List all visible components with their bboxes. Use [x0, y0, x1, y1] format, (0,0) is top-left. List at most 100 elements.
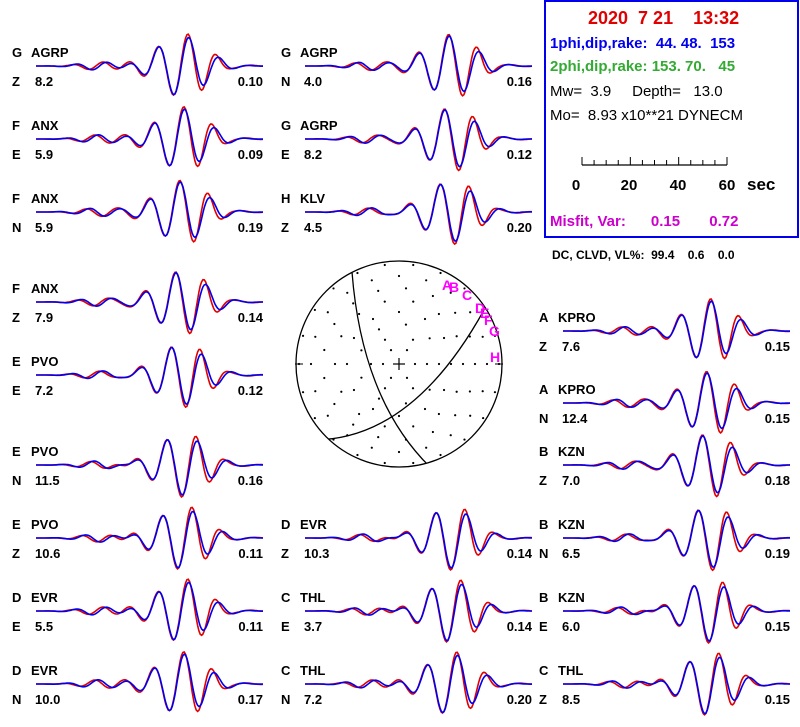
trace-station-name: KZN [558, 590, 585, 605]
focal-grid-dot [369, 362, 373, 366]
synthetic-waveform [305, 34, 533, 93]
observed-waveform [36, 33, 263, 97]
focal-grid-dot [352, 388, 356, 392]
trace-station-name: AGRP [31, 45, 69, 60]
observed-waveform [36, 105, 264, 168]
trace-amplitude: 0.12 [238, 383, 263, 398]
date-time: 2020 7 21 13:32 [588, 8, 739, 28]
focal-grid-dot [412, 461, 415, 465]
focal-grid-dot [383, 461, 386, 465]
focal-grid-dot [377, 397, 381, 400]
focal-grid-dot [412, 300, 415, 303]
trace-station-name: EVR [31, 590, 58, 605]
synthetic-waveform [563, 300, 790, 359]
trace-station-name: PVO [31, 444, 58, 459]
trace-distance: 6.5 [562, 546, 580, 561]
focal-grid-dot [323, 348, 326, 352]
focal-grid-dot [397, 310, 401, 314]
trace-component: E [539, 619, 548, 634]
focal-grid-dot [326, 311, 329, 314]
trace-component: Z [539, 473, 547, 488]
focal-grid-dot [449, 291, 452, 294]
trace-amplitude: 0.14 [507, 546, 533, 561]
trace-component: E [281, 147, 290, 162]
trace-klv-z: H KLV Z 4.5 0.20 [281, 183, 532, 246]
trace-distance: 7.2 [35, 383, 53, 398]
focal-grid-dot [493, 334, 497, 337]
focal-grid-dot [404, 402, 408, 405]
trace-distance: 6.0 [562, 619, 580, 634]
focal-grid-dot [431, 430, 434, 434]
synthetic-waveform [36, 108, 263, 167]
synthetic-waveform [305, 654, 532, 714]
focal-grid-dot [473, 362, 477, 366]
focal-grid-dot [423, 407, 427, 411]
trace-amplitude: 0.15 [765, 339, 790, 354]
focal-grid-dot [461, 362, 465, 366]
focal-grid-dot [485, 362, 489, 366]
trace-group-letter: D [12, 663, 21, 678]
focal-grid-dot [333, 322, 336, 326]
trace-distance: 5.5 [35, 619, 53, 634]
focal-grid-dot [371, 317, 375, 321]
focal-grid-dot [383, 338, 387, 341]
focal-grid-dot [412, 263, 415, 267]
trace-amplitude: 0.16 [238, 473, 263, 488]
focal-station-c: C [462, 287, 472, 303]
observed-waveform [563, 652, 791, 716]
trace-amplitude: 0.15 [765, 411, 790, 426]
focal-grid-dot [411, 338, 415, 341]
focal-grid-dot [449, 362, 453, 366]
focal-grid-dot [383, 263, 386, 267]
trace-component: N [281, 692, 290, 707]
focal-grid-dot [313, 416, 316, 420]
dc-clvd-percent: DC, CLVD, VL%: 99.4 0.6 0.0 [552, 248, 735, 262]
focal-grid-dot [360, 349, 363, 352]
focal-grid-dot [301, 334, 305, 337]
trace-distance: 11.5 [35, 473, 60, 488]
focal-grid-dot [360, 376, 363, 379]
trace-distance: 10.0 [35, 692, 60, 707]
trace-component: N [281, 74, 290, 89]
focal-grid-dot [381, 362, 385, 366]
trace-evr-e: D EVR E 5.5 0.11 [12, 578, 263, 642]
nodal-plane-2 [312, 309, 485, 441]
trace-distance: 4.5 [304, 220, 322, 235]
focal-grid-dot [333, 362, 337, 366]
trace-group-letter: F [12, 118, 20, 133]
focal-grid-dot [370, 446, 373, 449]
focal-grid-dot [425, 362, 429, 366]
observed-waveform [305, 579, 533, 644]
focal-grid-dot [439, 453, 442, 457]
focal-grid-dot [463, 287, 466, 290]
focal-grid-dot [340, 335, 343, 338]
focal-grid-dot [437, 362, 441, 366]
trace-evr-n: D EVR N 10.0 0.17 [12, 651, 264, 713]
focal-grid-dot [439, 271, 442, 275]
scale-unit: sec [747, 175, 775, 194]
focal-grid-dot [389, 376, 393, 379]
focal-grid-dot [389, 349, 393, 352]
focal-grid-dot [357, 412, 361, 416]
trace-distance: 10.6 [35, 546, 60, 561]
focal-grid-dot [425, 446, 428, 449]
trace-station-name: KLV [300, 191, 325, 206]
focal-grid-dot [463, 438, 466, 441]
trace-component: Z [12, 310, 20, 325]
trace-distance: 8.2 [35, 74, 53, 89]
focal-grid-dot [352, 336, 356, 340]
focal-grid-dot [323, 376, 326, 380]
trace-component: N [12, 692, 21, 707]
synthetic-waveform [36, 180, 264, 239]
focal-grid-dot [397, 450, 401, 454]
observed-waveform [563, 581, 791, 645]
trace-amplitude: 0.11 [238, 546, 263, 561]
synthetic-waveform [36, 653, 263, 712]
trace-amplitude: 0.15 [765, 619, 790, 634]
trace-anx-z: F ANX Z 7.9 0.14 [12, 271, 264, 335]
synthetic-waveform [563, 509, 790, 568]
focal-grid-dot [469, 311, 472, 314]
trace-group-letter: G [281, 45, 291, 60]
trace-distance: 5.9 [35, 147, 53, 162]
focal-grid-dot [412, 425, 415, 428]
